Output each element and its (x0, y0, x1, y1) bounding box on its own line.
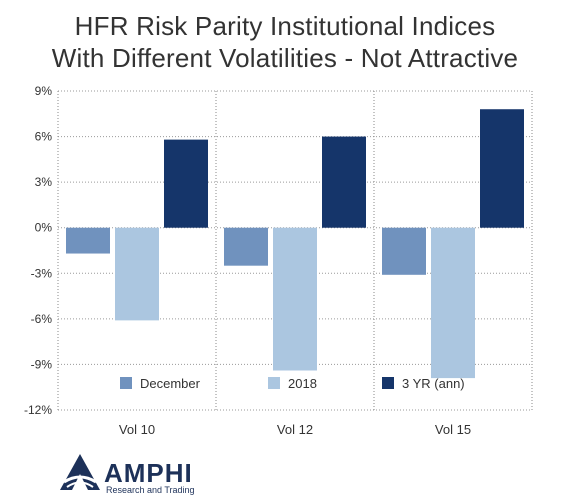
legend-swatch (268, 377, 280, 389)
y-tick-label: 6% (35, 130, 53, 144)
title-line-2: With Different Volatilities - Not Attrac… (51, 43, 519, 73)
bar (480, 109, 524, 228)
legend-label: 2018 (288, 376, 317, 391)
legend-swatch (120, 377, 132, 389)
y-tick-label: -6% (31, 312, 53, 326)
bar (224, 227, 268, 266)
amphi-logo: AMPHI Research and Trading (58, 452, 208, 496)
legend-swatch (382, 377, 394, 389)
y-tick-label: 0% (35, 221, 53, 235)
bar (164, 139, 208, 228)
legend-label: December (140, 376, 201, 391)
x-category-label: Vol 10 (119, 422, 155, 437)
logo-wordmark: AMPHI (104, 458, 193, 488)
chart-title: HFR Risk Parity Institutional Indices Wi… (0, 10, 570, 74)
bar (115, 227, 159, 321)
amphi-logo-icon (60, 454, 100, 490)
x-category-label: Vol 12 (277, 422, 313, 437)
x-category-label: Vol 15 (435, 422, 471, 437)
y-tick-label: -12% (24, 403, 52, 417)
bar (382, 227, 426, 275)
bar (66, 227, 110, 254)
y-tick-label: 3% (35, 175, 53, 189)
y-tick-label: -3% (31, 266, 53, 280)
legend-label: 3 YR (ann) (402, 376, 465, 391)
bar (431, 227, 475, 379)
y-tick-label: 9% (35, 84, 53, 98)
bar (322, 136, 366, 228)
title-line-1: HFR Risk Parity Institutional Indices (74, 11, 496, 41)
logo-tagline: Research and Trading (106, 485, 195, 495)
bar (273, 227, 317, 371)
y-tick-label: -9% (31, 357, 53, 371)
